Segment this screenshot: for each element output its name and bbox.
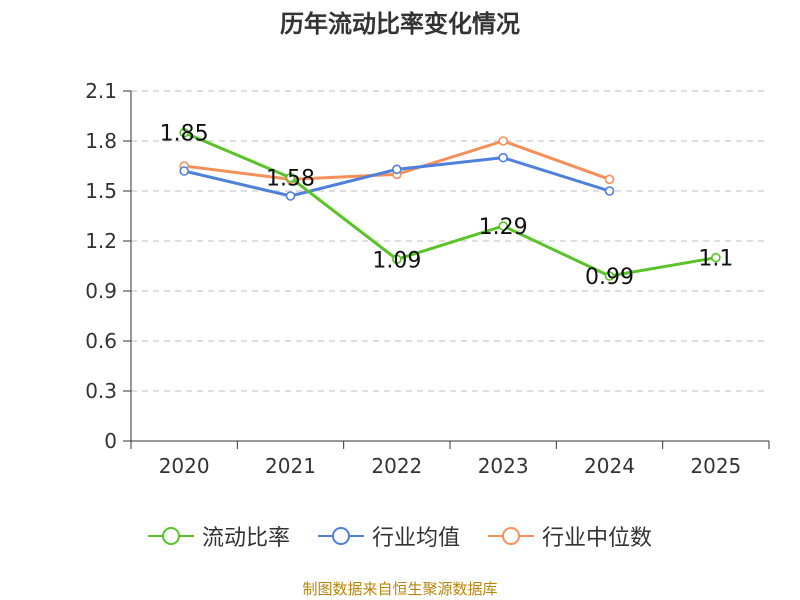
y-tick-label: 1.8	[85, 129, 117, 153]
data-point-1	[179, 166, 189, 176]
data-point-1	[604, 186, 615, 196]
data-label: 1.29	[479, 215, 528, 240]
legend-label-current-ratio: 流动比率	[201, 526, 290, 551]
chart-title: 历年流动比率变化情况	[280, 10, 520, 38]
x-tick-label: 2020	[159, 454, 210, 478]
legend-label-industry-mean: 行业均值	[371, 526, 460, 551]
data-label: 0.99	[585, 265, 634, 290]
data-point-1	[498, 152, 508, 163]
x-tick-label: 2025	[690, 454, 741, 478]
y-tick-label: 0	[104, 429, 117, 453]
data-point-0	[498, 221, 508, 231]
data-label: 1.85	[160, 122, 209, 147]
y-tick-label: 2.1	[85, 79, 117, 103]
x-tick-label: 2023	[478, 454, 529, 478]
data-point-2	[604, 174, 615, 185]
legend-item-industry-median[interactable]: 行业中位数	[488, 520, 652, 552]
legend-marker-industry-mean	[317, 527, 364, 545]
source-note: 制图数据来自恒生聚源数据库	[302, 580, 498, 598]
x-tick-label: 2021	[265, 454, 316, 478]
y-tick-label: 0.9	[85, 279, 117, 303]
data-point-0	[179, 127, 189, 138]
data-point-2	[498, 136, 508, 146]
y-tick-label: 0.3	[85, 379, 117, 403]
data-label: 1.09	[372, 248, 421, 273]
legend-item-current-ratio[interactable]: 流动比率	[147, 520, 290, 552]
legend-marker-industry-median	[488, 527, 534, 545]
data-label: 1.1	[698, 247, 733, 272]
legend-label-industry-median: 行业中位数	[542, 526, 653, 551]
data-point-0	[604, 271, 615, 281]
data-label: 1.58	[266, 167, 315, 192]
x-tick-label: 2024	[584, 454, 635, 478]
data-point-1	[285, 191, 296, 201]
legend-marker-current-ratio	[147, 527, 194, 545]
x-tick-label: 2022	[371, 454, 422, 478]
series-line-0	[183, 131, 717, 278]
data-point-0	[711, 252, 721, 263]
y-tick-label: 1.2	[85, 229, 117, 253]
data-point-0	[392, 254, 402, 265]
legend: 流动比率 行业均值 行业中位数	[0, 520, 800, 552]
legend-item-industry-mean[interactable]: 行业均值	[317, 520, 460, 552]
y-tick-label: 0.6	[85, 329, 117, 353]
y-tick-label: 1.5	[85, 179, 117, 203]
data-point-0	[285, 172, 296, 183]
data-point-1	[392, 164, 402, 175]
